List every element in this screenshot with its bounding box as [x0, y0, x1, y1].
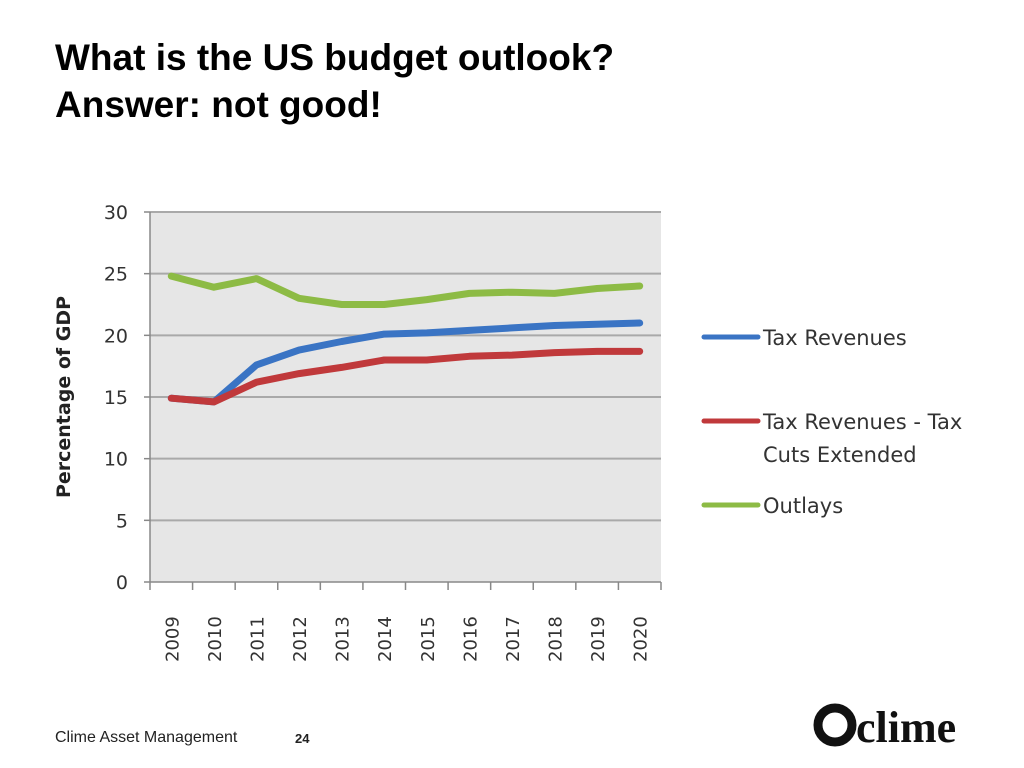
series-line-3	[167, 272, 644, 308]
legend: Tax Revenues Tax Revenues - Tax Cuts Exten…	[701, 326, 962, 518]
title-line-1: What is the US budget outlook?	[55, 37, 615, 78]
x-tick-label: 2010	[205, 616, 226, 662]
series-line-2	[167, 347, 644, 406]
series-line-1	[167, 319, 644, 406]
x-tick-labels: 2009 2010 2011 2012 2013 2014 2015 2016 2017 2018…	[162, 616, 651, 662]
legend-label-line: Cuts Extended	[763, 443, 917, 467]
legend-label-line: Tax Revenues - Tax	[762, 410, 962, 434]
page-title: What is the US budget outlook? Answer: n…	[55, 34, 614, 128]
y-tick-label: 20	[104, 325, 128, 347]
page-number: 24	[295, 731, 310, 746]
series-lines	[167, 272, 644, 406]
legend-label: Outlays	[763, 494, 843, 518]
footer-company: Clime Asset Management	[55, 729, 238, 746]
y-axis-label: Percentage of GDP	[53, 296, 75, 498]
logo-ring-icon	[813, 703, 857, 747]
x-tick-label: 2015	[418, 616, 439, 662]
legend-label-line: Outlays	[763, 494, 843, 518]
x-tick-label: 2011	[247, 616, 268, 662]
x-tick-label: 2017	[503, 616, 524, 662]
legend-label: Tax Revenues	[762, 326, 907, 350]
y-tick-label: 15	[104, 387, 128, 409]
x-tick-label: 2012	[290, 616, 311, 662]
y-tick-label: 10	[104, 449, 128, 471]
y-tick-label: 5	[116, 510, 128, 532]
x-tick-label: 2014	[375, 616, 396, 662]
y-tick-labels: 0 5 10 15 20 25 30	[104, 202, 128, 594]
axes	[144, 211, 662, 590]
legend-label-line: Tax Revenues	[762, 326, 907, 350]
x-tick-label: 2009	[162, 616, 183, 662]
clime-logo: clime	[813, 703, 956, 752]
x-tick-label: 2016	[460, 616, 481, 662]
x-tick-label: 2018	[546, 616, 567, 662]
y-tick-label: 30	[104, 202, 128, 224]
x-tick-label: 2020	[631, 616, 652, 662]
title-line-2: Answer: not good!	[55, 84, 382, 125]
y-tick-label: 25	[104, 264, 128, 286]
logo-text: clime	[856, 703, 956, 752]
x-tick-label: 2019	[588, 616, 609, 662]
legend-label: Tax Revenues - Tax Cuts Extended	[762, 410, 962, 467]
y-tick-label: 0	[116, 572, 128, 594]
x-tick-label: 2013	[333, 616, 354, 662]
